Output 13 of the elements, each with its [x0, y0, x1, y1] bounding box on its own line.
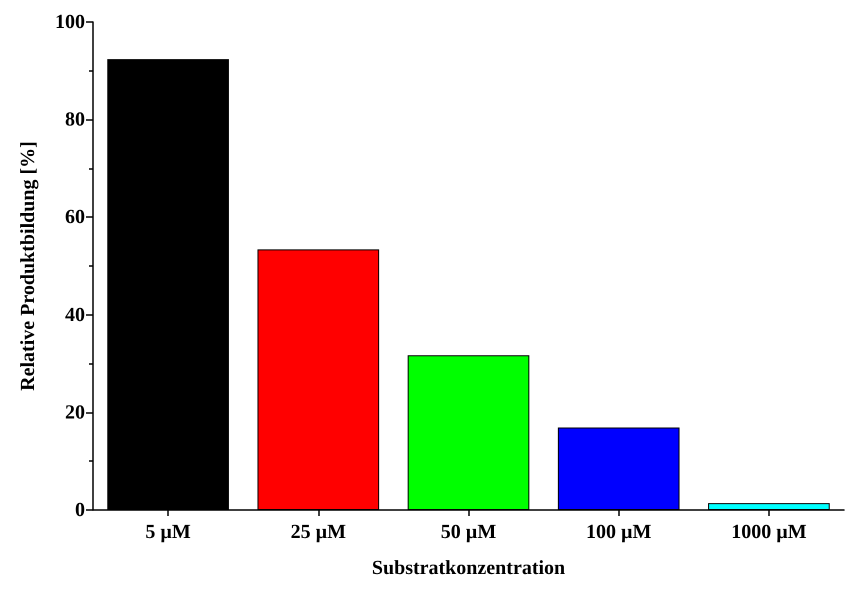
x-tick-label: 5 µM	[145, 521, 191, 543]
y-tick-label: 80	[65, 108, 85, 131]
y-tick-label: 40	[65, 304, 85, 326]
x-tick-label: 50 µM	[440, 521, 496, 543]
y-tick-label: 60	[65, 206, 85, 228]
y-axis-title: Relative Produktbildung [%]	[17, 141, 39, 391]
x-tick-label: 100 µM	[586, 521, 652, 543]
x-tick-label: 25 µM	[290, 521, 346, 543]
x-axis-title: Substratkonzentration	[372, 557, 566, 579]
x-tick-label: 1000 µM	[731, 521, 807, 543]
y-tick-label: 20	[65, 401, 85, 424]
y-tick-label: 0	[75, 499, 85, 521]
y-tick-label: 100	[55, 11, 85, 33]
